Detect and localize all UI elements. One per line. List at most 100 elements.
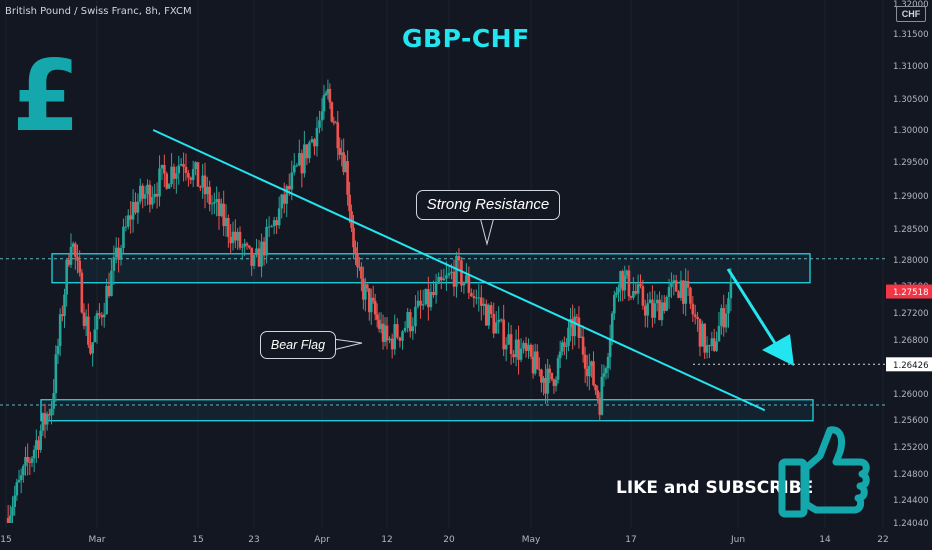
candle-body [560,342,564,352]
price-tick-label: 1.31000 [893,62,929,72]
candle-body [571,318,574,337]
candle-body [37,440,40,450]
like-subscribe-text: LIKE and SUBSCRIBE [616,478,814,498]
candle-body [122,226,125,249]
candle-body [167,184,171,189]
candle-body [313,139,316,147]
candle-body [146,184,149,195]
candle-body [336,122,340,149]
price-tick-label: 1.26800 [893,336,929,346]
candle-body [342,152,345,173]
candle-body [507,334,510,345]
candle-body [401,331,404,341]
candle-body [222,203,225,227]
candle-body [596,390,599,399]
price-axis: 1.32000 1.31500 1.31000 1.30500 1.30000 1.295… [886,0,932,529]
candle-body [442,278,446,281]
candle-body [9,515,12,523]
price-tick-label: 1.29000 [893,192,929,202]
candle-body [287,185,291,190]
candle-body [260,241,263,267]
candle-body [350,211,353,228]
candle-body [285,185,289,204]
candle-body [531,356,535,374]
candle-body [494,322,498,334]
support-zone [40,399,814,422]
pound-sign-icon: £ [12,40,81,154]
candle-body [489,305,493,314]
candle-body [550,372,554,380]
candle-body [126,215,130,227]
candle-body [257,248,261,267]
candle-body [148,184,152,205]
candle-body [318,120,321,128]
candle-body [58,314,62,347]
candle-body [332,121,336,123]
candle-body [712,338,716,351]
descending-trendline [152,129,766,412]
candle-body [170,166,173,185]
time-tick-label: 23 [248,535,259,545]
candle-body [292,165,296,173]
candle-body [460,260,463,286]
candle-body [236,231,239,241]
candle-body [32,449,36,459]
candle-body [542,378,545,383]
price-tick-label: 1.24800 [893,470,929,480]
candle-body [509,334,513,355]
candle-body [575,316,579,318]
candle-body [136,201,140,213]
candle-body [95,313,99,330]
candle-body [114,247,118,258]
candle-body [660,302,664,321]
candle-body [625,270,629,276]
candle-body [326,88,330,94]
candle-body [74,243,77,257]
price-tick-label: 1.24040 [893,519,929,529]
time-tick-label: 17 [625,535,636,545]
price-tick-label: 1.25600 [893,416,929,426]
candle-body [705,345,709,353]
candle-body [533,351,537,374]
candle-body [362,278,365,300]
candle-body [377,319,381,329]
candle-body [427,288,430,308]
candle-body [39,430,42,450]
candle-body [487,305,491,326]
candle-body [504,344,508,350]
candle-body [497,319,500,323]
candle-body [248,245,251,248]
candle-body [354,247,357,253]
candle-body [450,271,453,274]
price-tick-label: 1.30000 [893,126,929,136]
candle-body [548,368,552,373]
candle-body [63,294,66,317]
candle-body [546,368,549,394]
currency-badge[interactable]: CHF [896,6,926,22]
candle-body [421,304,425,306]
candle-body [310,139,314,143]
candle-body [592,361,595,386]
time-tick-label: 20 [443,535,455,545]
symbol-title: British Pound / Swiss Franc, 8h, FXCM [5,6,192,17]
candle-body [84,316,88,326]
candle-body [724,313,728,328]
candle-body [623,275,627,291]
current-price-label: 1.27518 [893,288,929,298]
candle-body [627,270,631,297]
time-tick-label: Jun [730,535,745,545]
candle-body [224,217,228,227]
candle-body [76,256,79,261]
candle-body [54,354,58,394]
candle-body [701,323,704,347]
candle-body [524,343,528,351]
candle-body [439,276,443,281]
candle-body [411,326,415,332]
candle-body [717,325,721,342]
strong-resistance-callout: Strong Resistance [416,190,560,220]
candle-body [151,197,154,205]
candle-body [416,300,420,307]
candle-body [573,316,577,337]
candle-body [112,257,116,271]
